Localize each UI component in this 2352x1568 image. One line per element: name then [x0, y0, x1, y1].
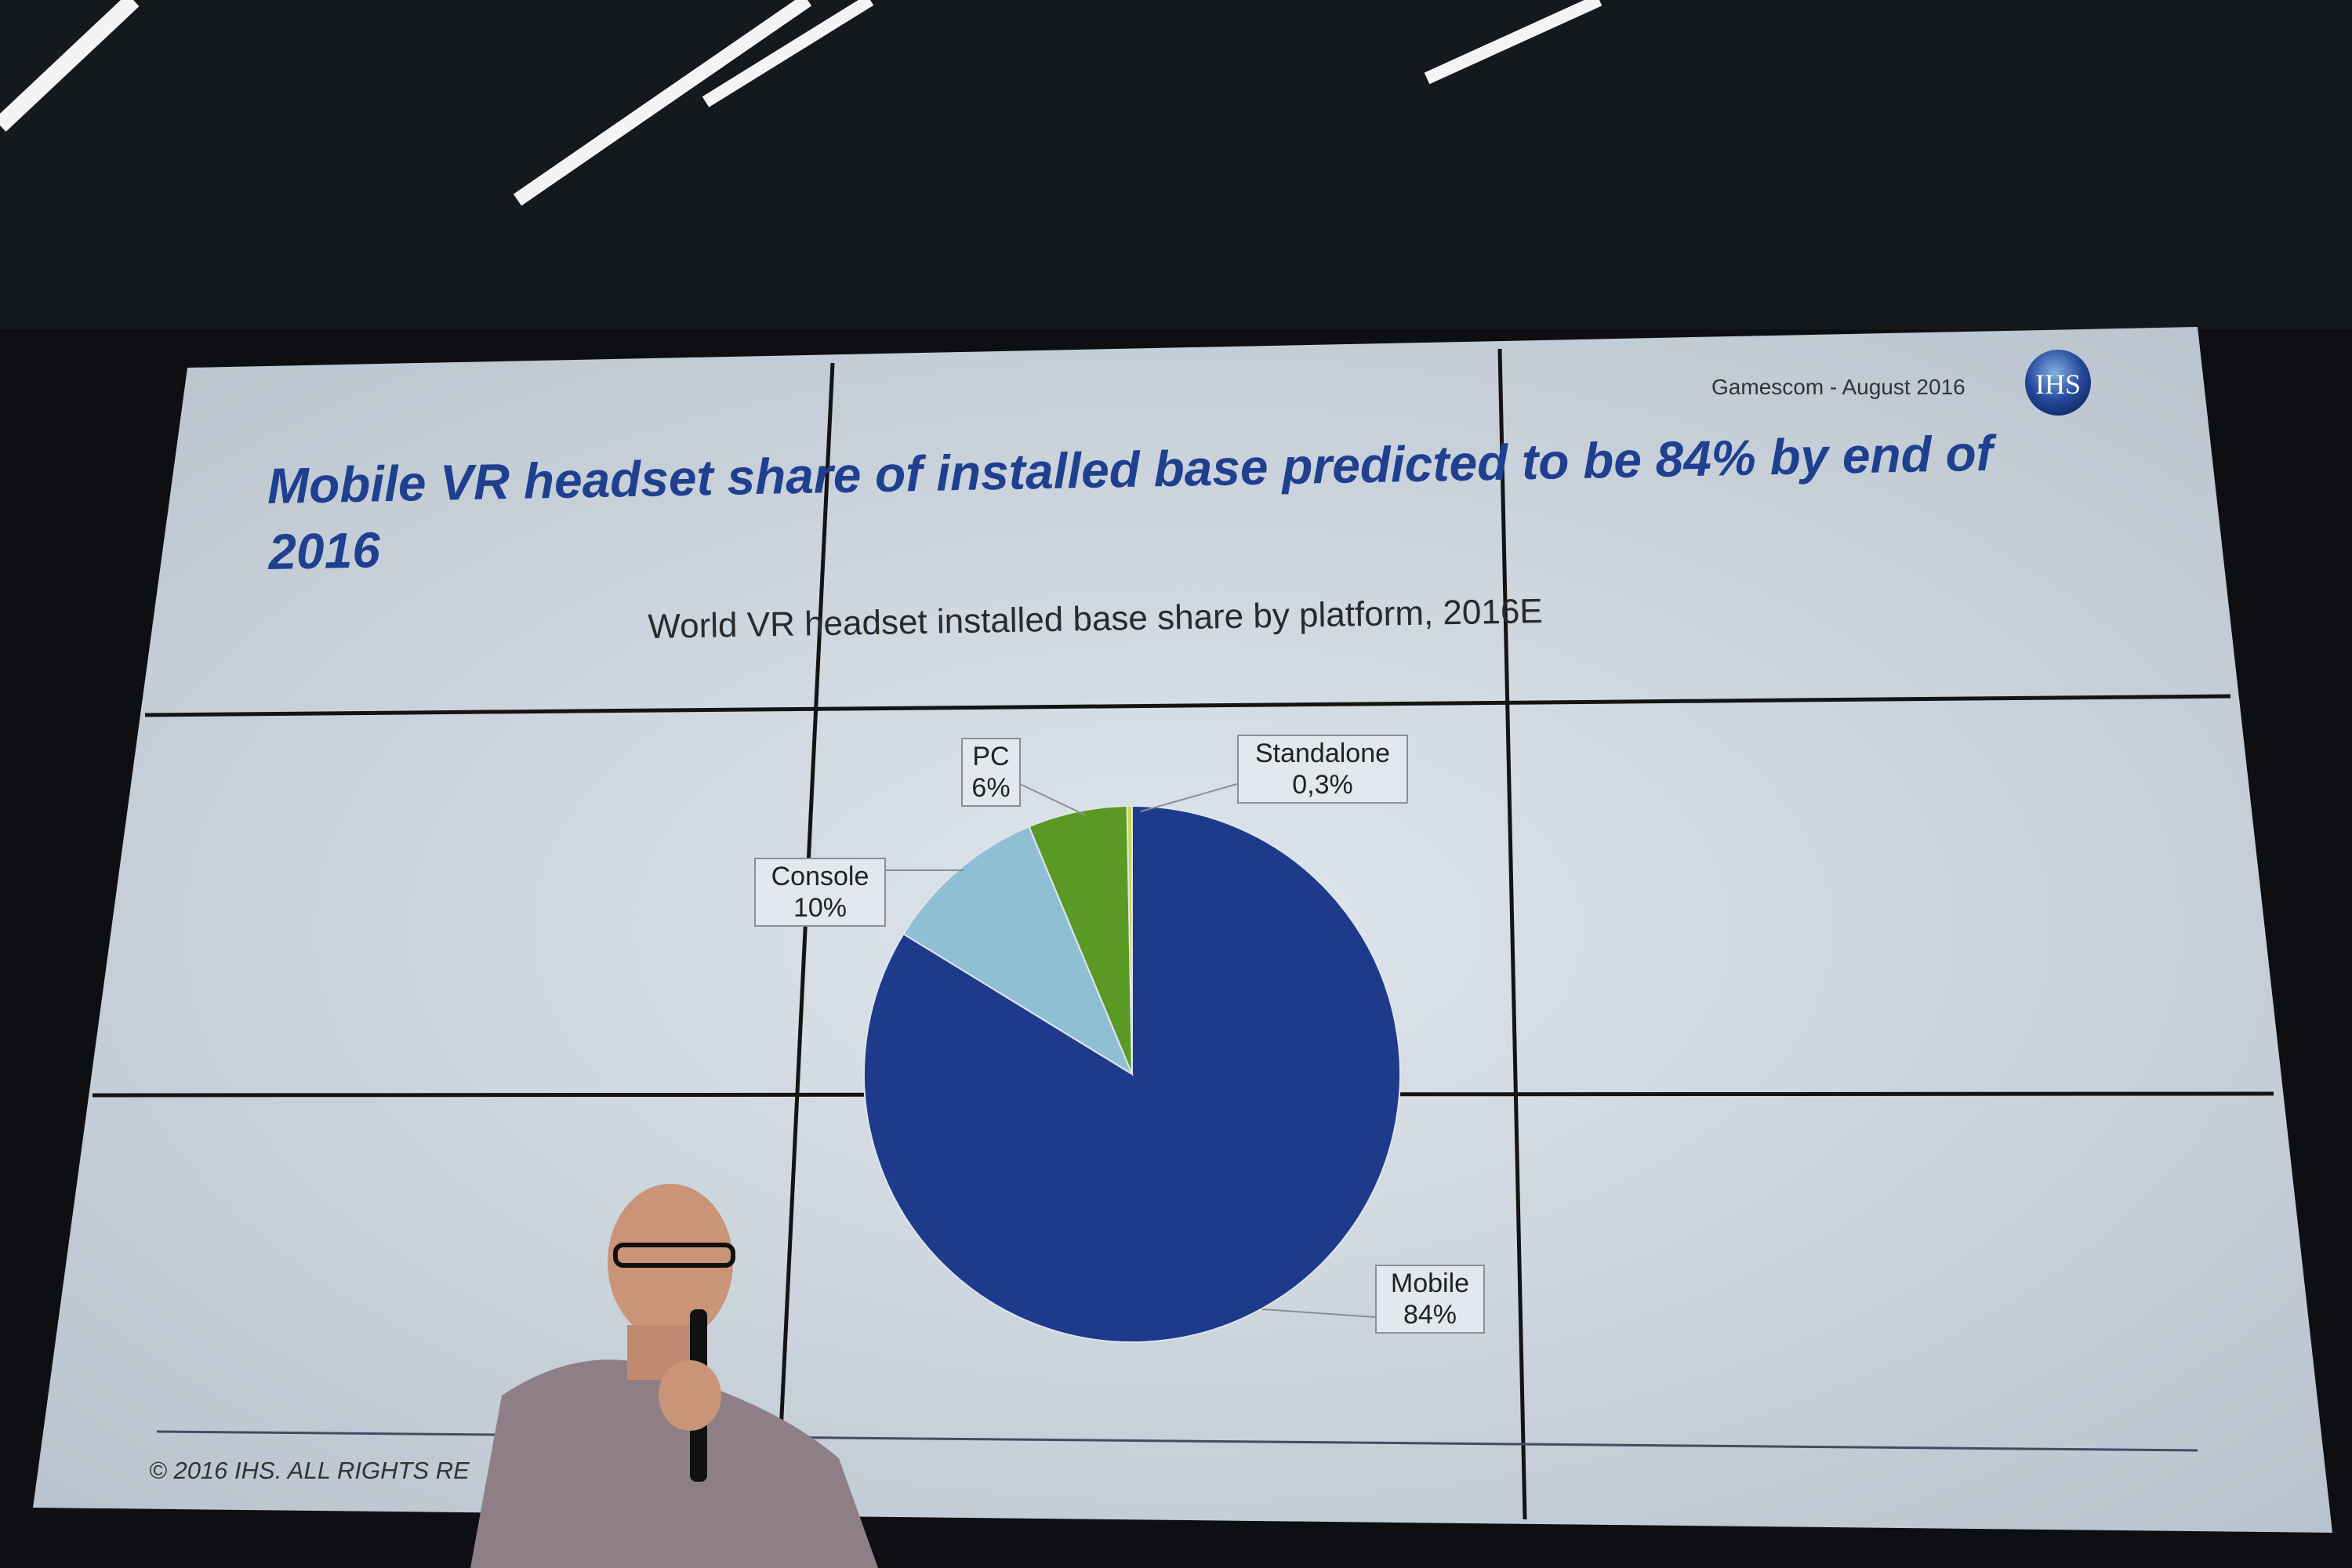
data-label-console: Console 10%: [754, 858, 886, 927]
label-name: Standalone: [1254, 739, 1391, 768]
event-label: Gamescom - August 2016: [1711, 375, 1965, 399]
label-value: 0,3%: [1292, 770, 1353, 800]
label-name: Console: [771, 862, 869, 891]
label-name: Mobile: [1390, 1269, 1470, 1298]
ceiling-light: [513, 0, 812, 206]
copyright-footer: © 2016 IHS. ALL RIGHTS RE: [149, 1457, 470, 1484]
ceiling-light: [1424, 0, 1602, 85]
ihs-logo: IHS: [2025, 350, 2091, 416]
data-label-pc: PC 6%: [961, 738, 1021, 807]
ceiling: [0, 0, 2352, 329]
label-value: 6%: [971, 773, 1011, 803]
label-name: PC: [972, 742, 1010, 771]
data-label-standalone: Standalone 0,3%: [1237, 735, 1408, 804]
svg-text:IHS: IHS: [2035, 368, 2081, 400]
label-value: 10%: [793, 893, 848, 923]
presenter: [470, 1184, 878, 1568]
pie-slice-standalone: [1126, 804, 1133, 1075]
label-value: 84%: [1403, 1300, 1457, 1330]
pie-chart: [863, 804, 1401, 1343]
leader-lines: [885, 783, 1376, 1318]
data-label-mobile: Mobile 84%: [1375, 1265, 1485, 1334]
ceiling-light: [702, 0, 874, 107]
ceiling-light: [0, 0, 140, 132]
